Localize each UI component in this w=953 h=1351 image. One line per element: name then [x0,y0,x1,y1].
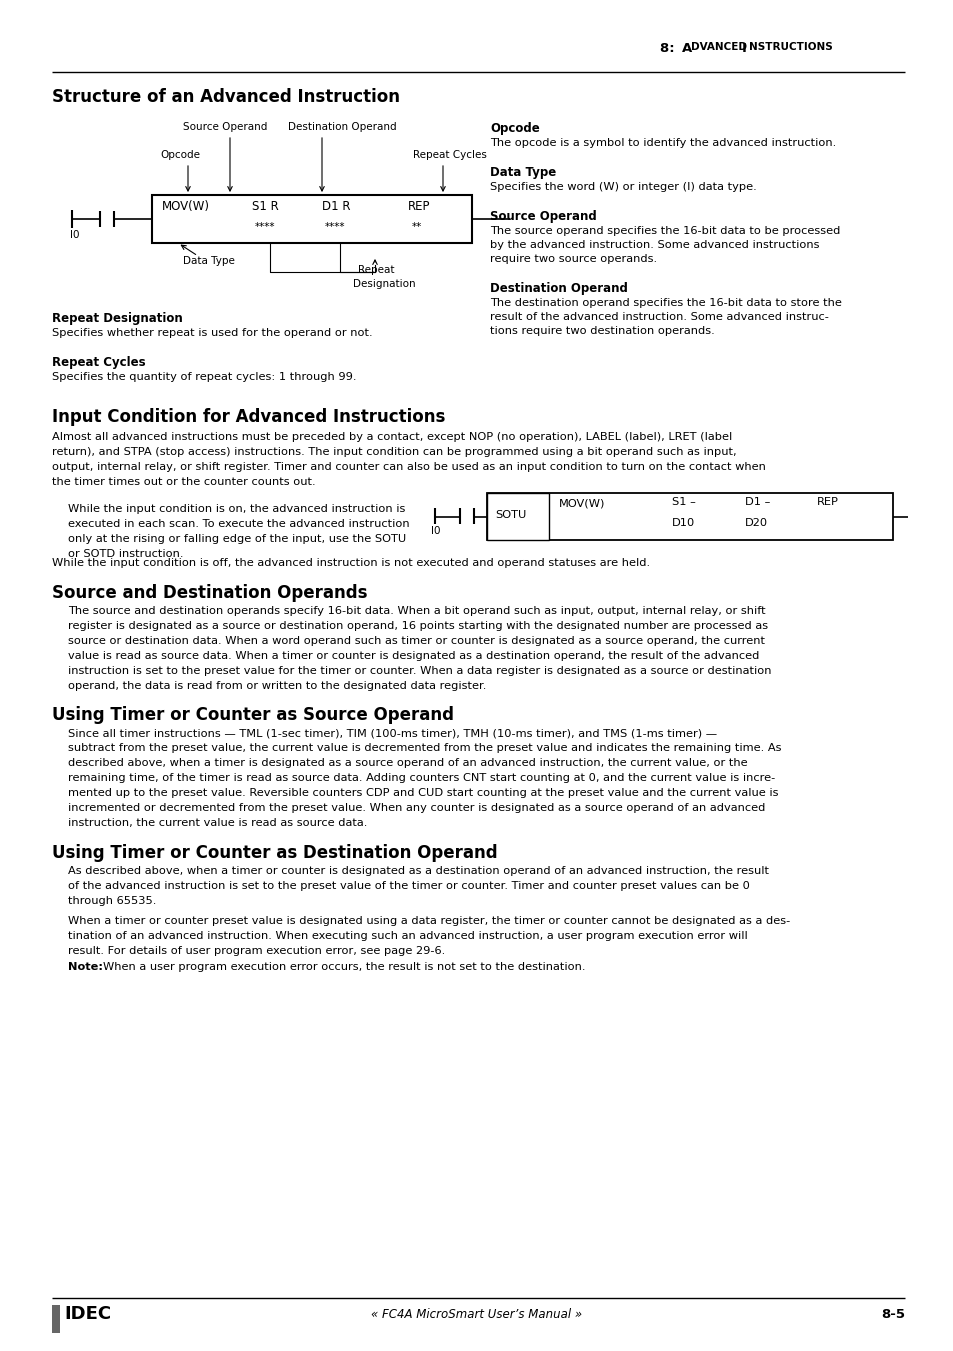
Text: Structure of an Advanced Instruction: Structure of an Advanced Instruction [52,88,399,105]
Text: I: I [741,42,746,55]
Text: The source and destination operands specify 16-bit data. When a bit operand such: The source and destination operands spec… [68,607,765,616]
Text: NSTRUCTIONS: NSTRUCTIONS [748,42,832,51]
Text: **: ** [412,222,422,232]
Text: Repeat Cycles: Repeat Cycles [413,150,486,159]
Text: remaining time, of the timer is read as source data. Adding counters CNT start c: remaining time, of the timer is read as … [68,773,775,784]
Text: When a timer or counter preset value is designated using a data register, the ti: When a timer or counter preset value is … [68,916,789,925]
Text: The source operand specifies the 16-bit data to be processed: The source operand specifies the 16-bit … [490,226,840,236]
Text: source or destination data. When a word operand such as timer or counter is desi: source or destination data. When a word … [68,636,764,646]
Text: tination of an advanced instruction. When executing such an advanced instruction: tination of an advanced instruction. Whe… [68,931,747,942]
Text: the timer times out or the counter counts out.: the timer times out or the counter count… [52,477,315,486]
Text: or SOTD instruction.: or SOTD instruction. [68,549,183,559]
Text: value is read as source data. When a timer or counter is designated as a destina: value is read as source data. When a tim… [68,651,759,661]
Bar [152,195,472,243]
Text: As described above, when a timer or counter is designated as a destination opera: As described above, when a timer or coun… [68,866,768,875]
Text: I0: I0 [70,230,79,240]
Text: Repeat Cycles: Repeat Cycles [52,357,146,369]
Bar [52,1305,60,1333]
Text: instruction is set to the preset value for the timer or counter. When a data reg: instruction is set to the preset value f… [68,666,771,676]
Text: Specifies the word (W) or integer (I) data type.: Specifies the word (W) or integer (I) da… [490,182,756,192]
Text: Source and Destination Operands: Source and Destination Operands [52,584,367,603]
Text: Source Operand: Source Operand [490,209,597,223]
Text: DVANCED: DVANCED [690,42,750,51]
Text: While the input condition is on, the advanced instruction is: While the input condition is on, the adv… [68,504,405,513]
Text: « FC4A MicroSmart User’s Manual »: « FC4A MicroSmart User’s Manual » [371,1308,582,1321]
Text: mented up to the preset value. Reversible counters CDP and CUD start counting at: mented up to the preset value. Reversibl… [68,788,778,798]
Text: The destination operand specifies the 16-bit data to store the: The destination operand specifies the 16… [490,299,841,308]
Text: Opcode: Opcode [490,122,539,135]
Text: When a user program execution error occurs, the result is not set to the destina: When a user program execution error occu… [103,962,585,971]
Text: described above, when a timer is designated as a source operand of an advanced i: described above, when a timer is designa… [68,758,747,767]
Text: S1 –: S1 – [671,497,695,507]
Text: A: A [681,42,692,55]
Text: operand, the data is read from or written to the designated data register.: operand, the data is read from or writte… [68,681,486,690]
Text: only at the rising or falling edge of the input, use the SOTU: only at the rising or falling edge of th… [68,534,406,544]
Text: require two source operands.: require two source operands. [490,254,657,263]
Text: result. For details of user program execution error, see page 29-6.: result. For details of user program exec… [68,946,445,957]
Text: incremented or decremented from the preset value. When any counter is designated: incremented or decremented from the pres… [68,802,764,813]
Text: REP: REP [816,497,838,507]
Text: Opcode: Opcode [160,150,200,159]
Text: IDEC: IDEC [64,1305,111,1323]
Text: return), and STPA (stop access) instructions. The input condition can be program: return), and STPA (stop access) instruct… [52,447,736,457]
Text: Repeat Designation: Repeat Designation [52,312,183,326]
Text: Using Timer or Counter as Source Operand: Using Timer or Counter as Source Operand [52,707,454,724]
Text: D1 R: D1 R [322,200,350,213]
Text: While the input condition is off, the advanced instruction is not executed and o: While the input condition is off, the ad… [52,558,649,567]
Text: Destination Operand: Destination Operand [490,282,627,295]
Text: I0: I0 [431,526,440,536]
Text: register is designated as a source or destination operand, 16 points starting wi: register is designated as a source or de… [68,621,767,631]
Text: Almost all advanced instructions must be preceded by a contact, except NOP (no o: Almost all advanced instructions must be… [52,432,732,442]
Text: by the advanced instruction. Some advanced instructions: by the advanced instruction. Some advanc… [490,240,819,250]
Text: SOTU: SOTU [495,509,526,520]
Text: MOV(W): MOV(W) [558,499,605,508]
Text: subtract from the preset value, the current value is decremented from the preset: subtract from the preset value, the curr… [68,743,781,753]
Text: output, internal relay, or shift register. Timer and counter can also be used as: output, internal relay, or shift registe… [52,462,765,471]
Text: MOV(W): MOV(W) [162,200,210,213]
Text: Designation: Designation [353,280,416,289]
Text: The opcode is a symbol to identify the advanced instruction.: The opcode is a symbol to identify the a… [490,138,836,149]
Text: Source Operand: Source Operand [183,122,267,132]
Text: of the advanced instruction is set to the preset value of the timer or counter. : of the advanced instruction is set to th… [68,881,749,892]
Text: ****: **** [254,222,275,232]
Text: D10: D10 [671,517,695,527]
Text: D1 –: D1 – [744,497,770,507]
Text: Using Timer or Counter as Destination Operand: Using Timer or Counter as Destination Op… [52,844,497,862]
Text: Input Condition for Advanced Instructions: Input Condition for Advanced Instruction… [52,408,445,426]
Text: D20: D20 [744,517,767,527]
Text: Destination Operand: Destination Operand [288,122,396,132]
Text: instruction, the current value is read as source data.: instruction, the current value is read a… [68,817,367,828]
Text: Data Type: Data Type [490,166,556,178]
Text: through 65535.: through 65535. [68,896,156,907]
Text: Specifies whether repeat is used for the operand or not.: Specifies whether repeat is used for the… [52,328,373,338]
Text: Since all timer instructions — TML (1-sec timer), TIM (100-ms timer), TMH (10-ms: Since all timer instructions — TML (1-se… [68,728,717,738]
Text: 8:: 8: [659,42,679,55]
Text: S1 R: S1 R [252,200,278,213]
Text: Repeat: Repeat [357,265,395,276]
Text: Note:: Note: [68,962,103,971]
Text: tions require two destination operands.: tions require two destination operands. [490,326,714,336]
Bar [486,493,548,540]
Text: REP: REP [408,200,430,213]
Text: Data Type: Data Type [183,255,234,266]
Text: executed in each scan. To execute the advanced instruction: executed in each scan. To execute the ad… [68,519,409,530]
Text: 8-5: 8-5 [880,1308,904,1321]
Text: ****: **** [325,222,345,232]
Bar [486,493,892,540]
Text: Specifies the quantity of repeat cycles: 1 through 99.: Specifies the quantity of repeat cycles:… [52,372,356,382]
Text: result of the advanced instruction. Some advanced instruc-: result of the advanced instruction. Some… [490,312,828,322]
